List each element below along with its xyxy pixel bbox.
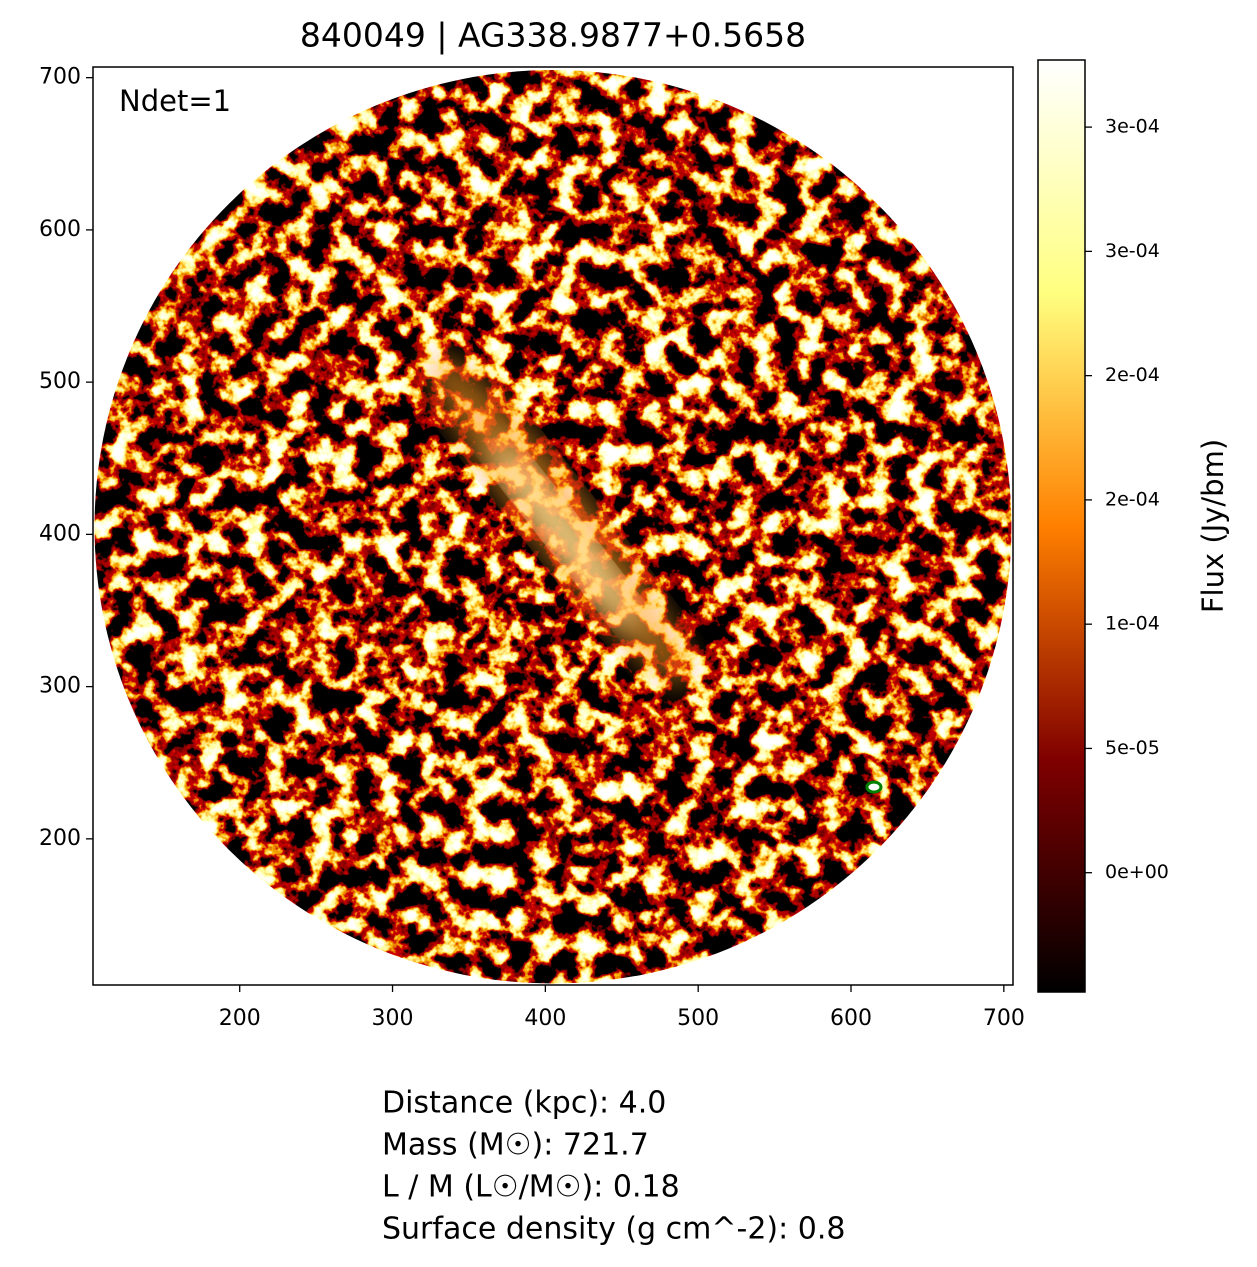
colorbar-tick-label: 2e-04 bbox=[1105, 364, 1160, 386]
detection-contour bbox=[865, 780, 883, 794]
colorbar-label: Flux (Jy/bm) bbox=[1196, 439, 1230, 613]
info-line: L / M (L☉/M☉): 0.18 bbox=[382, 1170, 680, 1205]
y-tick-label: 400 bbox=[39, 521, 81, 546]
axes-frame bbox=[92, 66, 1014, 986]
y-tick-label: 300 bbox=[39, 674, 81, 699]
info-line: Mass (M☉): 721.7 bbox=[382, 1128, 649, 1163]
y-tick-label: 700 bbox=[39, 65, 81, 90]
colorbar-tick-label: 1e-04 bbox=[1105, 613, 1160, 635]
x-tick-label: 200 bbox=[219, 1006, 261, 1031]
x-tick-label: 400 bbox=[524, 1006, 566, 1031]
colorbar-tick-label: 5e-05 bbox=[1105, 737, 1160, 759]
chart-title: 840049 | AG338.9877+0.5658 bbox=[300, 16, 806, 55]
x-tick-label: 600 bbox=[830, 1006, 872, 1031]
x-tick-label: 300 bbox=[372, 1006, 414, 1031]
x-tick-label: 500 bbox=[677, 1006, 719, 1031]
info-line: Distance (kpc): 4.0 bbox=[382, 1086, 666, 1121]
colorbar-tick-label: 2e-04 bbox=[1105, 488, 1160, 510]
annotation: Ndet=1 bbox=[119, 84, 231, 118]
filament bbox=[427, 353, 693, 687]
colorbar bbox=[1037, 59, 1086, 993]
colorbar-tick-label: 3e-04 bbox=[1105, 240, 1160, 262]
y-tick-label: 600 bbox=[39, 217, 81, 242]
info-line: Surface density (g cm^-2): 0.8 bbox=[382, 1212, 845, 1247]
colorbar-tick-label: 0e+00 bbox=[1105, 861, 1169, 883]
x-tick-label: 700 bbox=[983, 1006, 1025, 1031]
y-tick-label: 200 bbox=[39, 826, 81, 851]
image-layer bbox=[94, 70, 1012, 984]
y-tick-label: 500 bbox=[39, 369, 81, 394]
colorbar-tick-label: 3e-04 bbox=[1105, 116, 1160, 138]
